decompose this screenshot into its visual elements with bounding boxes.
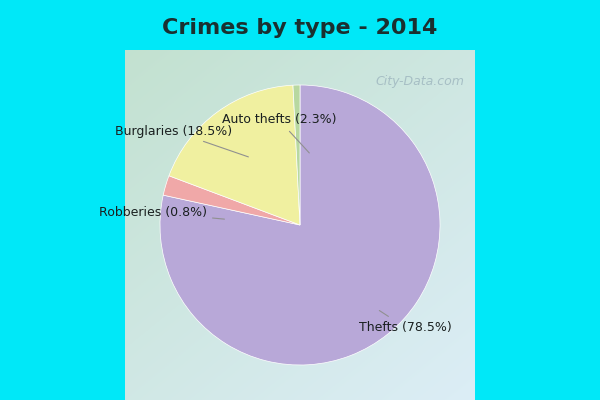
Wedge shape — [293, 85, 300, 225]
Text: Thefts (78.5%): Thefts (78.5%) — [359, 310, 451, 334]
Text: Auto thefts (2.3%): Auto thefts (2.3%) — [222, 114, 336, 153]
Text: Robberies (0.8%): Robberies (0.8%) — [99, 206, 224, 219]
Wedge shape — [163, 176, 300, 225]
Wedge shape — [169, 85, 300, 225]
Text: City-Data.com: City-Data.com — [376, 74, 464, 88]
Wedge shape — [160, 85, 440, 365]
Text: Burglaries (18.5%): Burglaries (18.5%) — [115, 125, 248, 157]
Text: Crimes by type - 2014: Crimes by type - 2014 — [163, 18, 437, 38]
